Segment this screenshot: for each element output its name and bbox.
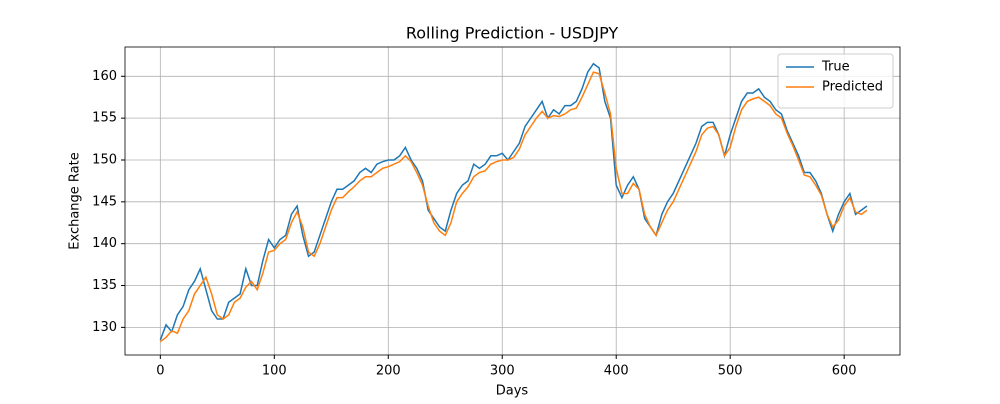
x-tick-label: 400 (604, 364, 629, 379)
y-tick-label: 140 (92, 236, 117, 251)
x-tick-label: 600 (832, 364, 857, 379)
plot-frame (124, 46, 901, 356)
y-tick-label: 145 (92, 194, 117, 209)
y-axis-label: Exchange Rate (68, 152, 83, 249)
line-series (159, 62, 868, 341)
legend-label: Predicted (822, 80, 883, 95)
x-tick-label: 0 (156, 364, 164, 379)
x-tick-label: 300 (490, 364, 515, 379)
y-tick-label: 160 (92, 69, 117, 84)
x-tick-label: 100 (262, 364, 287, 379)
line-series (159, 71, 868, 343)
y-tick-label: 155 (92, 111, 117, 126)
x-tick-label: 200 (376, 364, 401, 379)
chart-title: Rolling Prediction - USDJPY (406, 24, 619, 43)
y-tick-label: 150 (92, 152, 117, 167)
legend-label: True (821, 60, 850, 75)
y-tick-label: 135 (92, 278, 117, 293)
x-tick-label: 500 (718, 364, 743, 379)
y-tick-label: 130 (92, 320, 117, 335)
x-axis-label: Days (496, 384, 529, 399)
